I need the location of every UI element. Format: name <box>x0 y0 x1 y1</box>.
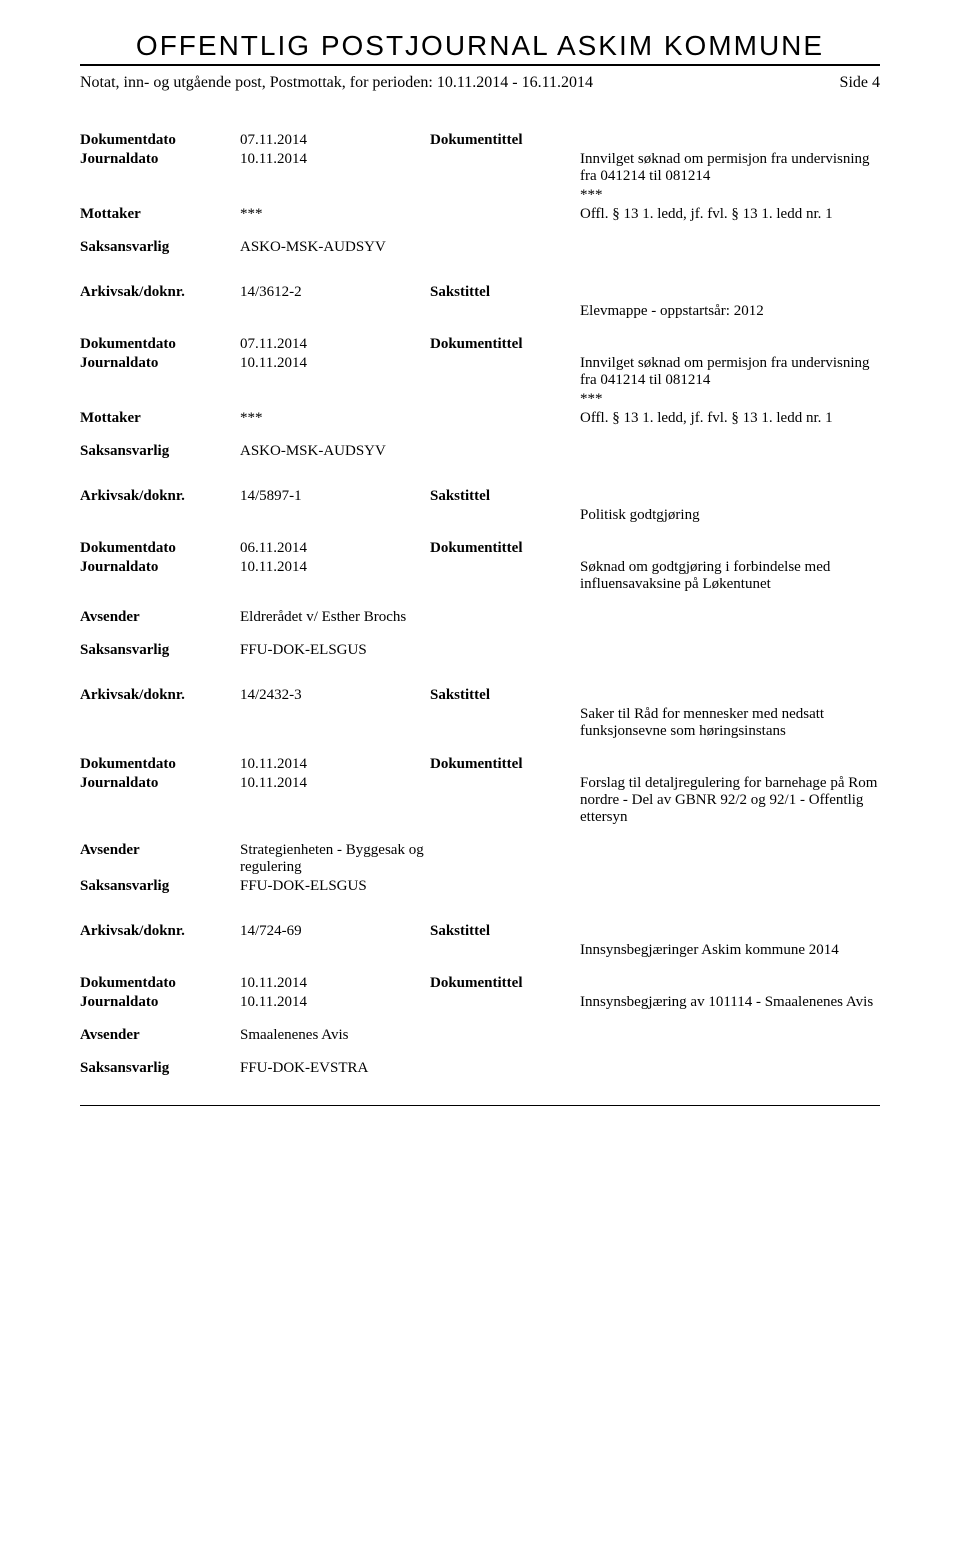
journaldato-value: 10.11.2014 <box>240 151 430 168</box>
avsender-label: Avsender <box>80 1027 240 1044</box>
doktext-value: Innvilget søknad om permisjon fra underv… <box>580 355 880 389</box>
dokdato-label: Dokumentdato <box>80 975 240 992</box>
sakstext: Elevmappe - oppstartsår: 2012 <box>580 303 880 320</box>
page-title: OFFENTLIG POSTJOURNAL ASKIM KOMMUNE <box>80 30 880 66</box>
saksansvarlig-value: FFU-DOK-EVSTRA <box>240 1060 430 1077</box>
sakstittel-label: Sakstittel <box>430 687 580 704</box>
journal-entry: Dokumentdato 07.11.2014 Dokumentittel Jo… <box>80 132 880 256</box>
dokdato-value: 06.11.2014 <box>240 540 430 557</box>
saksansvarlig-label: Saksansvarlig <box>80 878 240 895</box>
arkiv-value: 14/5897-1 <box>240 488 430 505</box>
header-subtitle-row: Notat, inn- og utgående post, Postmottak… <box>80 74 880 92</box>
journaldato-label: Journaldato <box>80 355 240 372</box>
dokdato-label: Dokumentdato <box>80 756 240 773</box>
dokdato-value: 07.11.2014 <box>240 336 430 353</box>
saksansvarlig-label: Saksansvarlig <box>80 239 240 256</box>
arkiv-value: 14/3612-2 <box>240 284 430 301</box>
dokdato-value: 07.11.2014 <box>240 132 430 149</box>
dokumentittel-label: Dokumentittel <box>430 975 580 992</box>
journaldato-label: Journaldato <box>80 775 240 792</box>
offl-value: Offl. § 13 1. ledd, jf. fvl. § 13 1. led… <box>580 410 880 427</box>
arkiv-label: Arkivsak/doknr. <box>80 687 240 704</box>
doktext-value: Innvilget søknad om permisjon fra underv… <box>580 151 880 185</box>
doktext-value: Forslag til detaljregulering for barneha… <box>580 775 880 826</box>
sakstext: Innsynsbegjæringer Askim kommune 2014 <box>580 942 880 959</box>
sakstext: Politisk godtgjøring <box>580 507 880 524</box>
saksansvarlig-value: ASKO-MSK-AUDSYV <box>240 443 430 460</box>
arkiv-label: Arkivsak/doknr. <box>80 923 240 940</box>
sakstittel-label: Sakstittel <box>430 284 580 301</box>
dokumentittel-label: Dokumentittel <box>430 540 580 557</box>
journal-entry: Arkivsak/doknr. 14/5897-1 Sakstittel Pol… <box>80 488 880 659</box>
journal-entry: Arkivsak/doknr. 14/724-69 Sakstittel Inn… <box>80 923 880 1077</box>
dokdato-label: Dokumentdato <box>80 336 240 353</box>
sakstittel-label: Sakstittel <box>430 923 580 940</box>
avsender-value: Eldrerådet v/ Esther Brochs <box>240 609 430 626</box>
arkiv-value: 14/724-69 <box>240 923 430 940</box>
mottaker-stars: *** <box>580 187 880 204</box>
journaldato-value: 10.11.2014 <box>240 355 430 372</box>
saksansvarlig-label: Saksansvarlig <box>80 642 240 659</box>
journaldato-value: 10.11.2014 <box>240 994 430 1011</box>
footer-divider <box>80 1105 880 1106</box>
offl-value: Offl. § 13 1. ledd, jf. fvl. § 13 1. led… <box>580 206 880 223</box>
period-text: Notat, inn- og utgående post, Postmottak… <box>80 74 593 92</box>
avsender-value: Smaalenenes Avis <box>240 1027 430 1044</box>
dokdato-value: 10.11.2014 <box>240 975 430 992</box>
journal-entry: Arkivsak/doknr. 14/2432-3 Sakstittel Sak… <box>80 687 880 895</box>
mottaker-label: Mottaker <box>80 410 240 427</box>
journaldato-label: Journaldato <box>80 559 240 576</box>
dokumentittel-label: Dokumentittel <box>430 132 580 149</box>
mottaker-value: *** <box>240 206 430 223</box>
page-number: Side 4 <box>840 74 880 92</box>
avsender-value: Strategienheten - Byggesak og regulering <box>240 842 430 876</box>
doktext-value: Innsynsbegjæring av 101114 - Smaalenenes… <box>580 994 880 1011</box>
saksansvarlig-value: FFU-DOK-ELSGUS <box>240 642 430 659</box>
dokdato-value: 10.11.2014 <box>240 756 430 773</box>
dokdato-label: Dokumentdato <box>80 132 240 149</box>
doktext-value: Søknad om godtgjøring i forbindelse med … <box>580 559 880 593</box>
dokdato-label: Dokumentdato <box>80 540 240 557</box>
journaldato-label: Journaldato <box>80 994 240 1011</box>
mottaker-label: Mottaker <box>80 206 240 223</box>
mottaker-stars: *** <box>580 391 880 408</box>
mottaker-value: *** <box>240 410 430 427</box>
journaldato-label: Journaldato <box>80 151 240 168</box>
dokumentittel-label: Dokumentittel <box>430 756 580 773</box>
avsender-label: Avsender <box>80 842 240 859</box>
saksansvarlig-value: FFU-DOK-ELSGUS <box>240 878 430 895</box>
sakstext: Saker til Råd for mennesker med nedsatt … <box>580 706 880 740</box>
journaldato-value: 10.11.2014 <box>240 559 430 576</box>
journaldato-value: 10.11.2014 <box>240 775 430 792</box>
journal-entry: Arkivsak/doknr. 14/3612-2 Sakstittel Ele… <box>80 284 880 460</box>
dokumentittel-label: Dokumentittel <box>430 336 580 353</box>
avsender-label: Avsender <box>80 609 240 626</box>
arkiv-label: Arkivsak/doknr. <box>80 284 240 301</box>
saksansvarlig-label: Saksansvarlig <box>80 1060 240 1077</box>
arkiv-value: 14/2432-3 <box>240 687 430 704</box>
saksansvarlig-value: ASKO-MSK-AUDSYV <box>240 239 430 256</box>
arkiv-label: Arkivsak/doknr. <box>80 488 240 505</box>
sakstittel-label: Sakstittel <box>430 488 580 505</box>
saksansvarlig-label: Saksansvarlig <box>80 443 240 460</box>
